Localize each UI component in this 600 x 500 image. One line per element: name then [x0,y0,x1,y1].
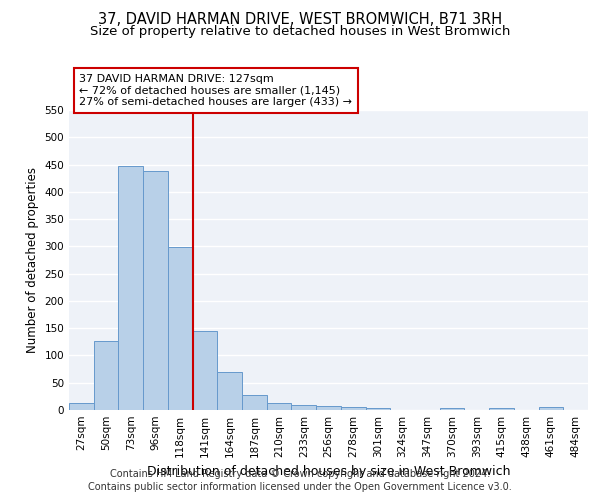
Bar [440,408,464,410]
Bar [539,406,563,410]
Bar [316,406,341,410]
Bar [94,340,118,410]
Bar [292,404,316,410]
Text: Contains HM Land Registry data © Crown copyright and database right 2024.
Contai: Contains HM Land Registry data © Crown c… [88,470,512,492]
Bar [143,171,168,410]
Text: 37, DAVID HARMAN DRIVE, WEST BROMWICH, B71 3RH: 37, DAVID HARMAN DRIVE, WEST BROMWICH, B… [98,12,502,28]
Bar [118,166,143,410]
Bar [168,248,193,410]
Bar [242,396,267,410]
X-axis label: Distribution of detached houses by size in West Bromwich: Distribution of detached houses by size … [147,466,510,478]
Bar [193,331,217,410]
Bar [365,408,390,410]
Bar [341,408,365,410]
Y-axis label: Number of detached properties: Number of detached properties [26,167,39,353]
Text: Size of property relative to detached houses in West Bromwich: Size of property relative to detached ho… [90,25,510,38]
Bar [267,403,292,410]
Bar [69,403,94,410]
Bar [217,372,242,410]
Text: 37 DAVID HARMAN DRIVE: 127sqm
← 72% of detached houses are smaller (1,145)
27% o: 37 DAVID HARMAN DRIVE: 127sqm ← 72% of d… [79,74,352,107]
Bar [489,408,514,410]
